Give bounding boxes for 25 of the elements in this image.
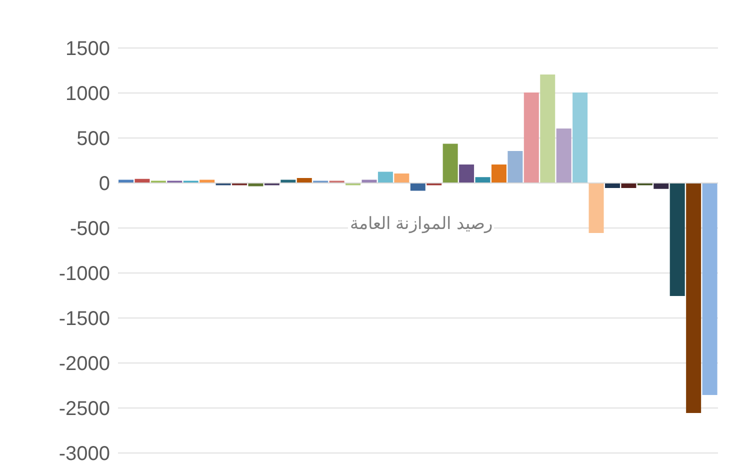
y-tick-label: -2500	[58, 398, 110, 420]
bar	[442, 144, 458, 184]
bar	[524, 92, 539, 184]
text: رصيد الموازنة العامة	[348, 213, 494, 234]
y-tick-label: -3000	[58, 443, 110, 466]
y-tick-label: 0	[98, 173, 110, 196]
y-tick-label: 1000	[66, 83, 110, 106]
bar	[572, 92, 588, 184]
bar	[394, 174, 410, 184]
bar	[556, 128, 572, 184]
bar	[686, 182, 702, 413]
y-tick-label: -1500	[58, 308, 110, 330]
y-tick-label: -2000	[58, 353, 110, 376]
bar	[459, 164, 474, 184]
bar	[670, 182, 685, 296]
bar	[378, 172, 393, 184]
bar	[588, 182, 604, 233]
bar	[702, 182, 718, 395]
bar	[540, 74, 556, 184]
bar	[508, 151, 523, 184]
y-tick-label: -1000	[58, 263, 110, 286]
y-tick-label: 1500	[66, 38, 110, 60]
bar	[491, 164, 506, 184]
y-tick-label: -500	[70, 218, 110, 240]
y-tick-label: 500	[76, 128, 110, 150]
